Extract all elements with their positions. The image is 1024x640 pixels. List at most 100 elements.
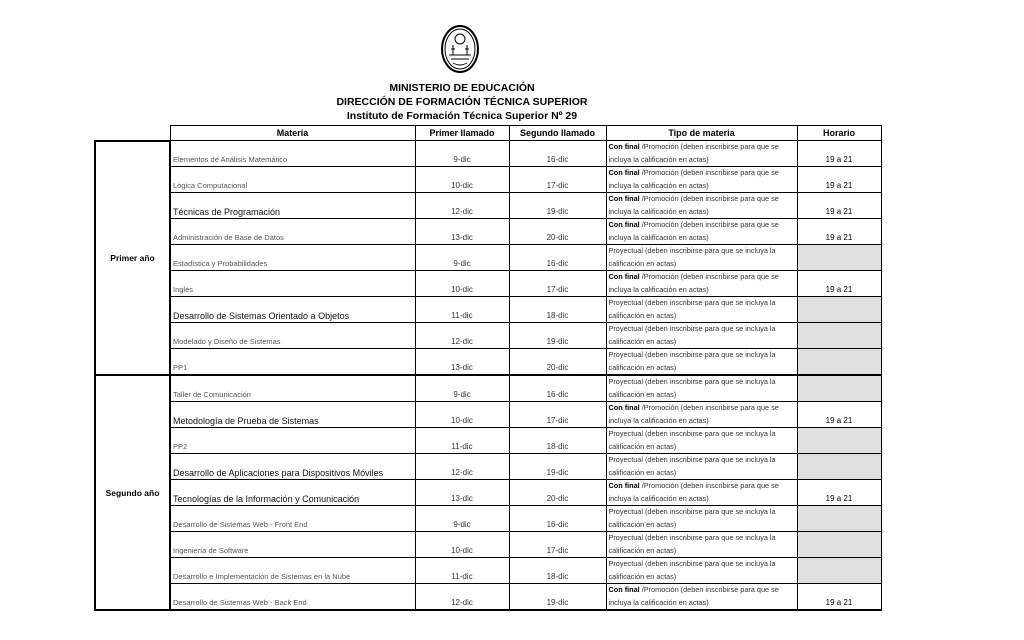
exam-schedule-table: Materia Primer llamado Segundo llamado T… xyxy=(94,125,882,611)
materia-cell: Técnicas de Programación xyxy=(169,192,415,219)
proyectual-text: Proyectual (deben inscribirse para que s… xyxy=(608,533,776,555)
proyectual-text: Proyectual (deben inscribirse para que s… xyxy=(608,246,776,268)
con-final-label: Con final xyxy=(608,142,640,151)
horario-cell: 19 a 21 xyxy=(796,140,882,167)
segundo-llamado-cell: 17-dic xyxy=(508,531,606,558)
primer-llamado-cell: 12-dic xyxy=(414,322,509,349)
tipo-materia-cell: Con final /Promoción (deben inscribirse … xyxy=(605,140,797,167)
tipo-materia-cell: Proyectual (deben inscribirse para que s… xyxy=(605,531,797,558)
column-header-materia: Materia xyxy=(169,125,416,141)
primer-llamado-cell: 9-dic xyxy=(414,140,509,167)
materia-cell: Elementos de Análisis Matemático xyxy=(169,140,415,167)
materia-cell: Ingeniería de Software xyxy=(169,531,415,558)
primer-llamado-cell: 12-dic xyxy=(414,192,509,219)
materia-cell: Estadística y Probabilidades xyxy=(169,244,415,271)
table-row: Metodología de Prueba de Sistemas 10-dic 1… xyxy=(95,401,882,428)
table-row: Desarrollo de Sistemas Web - Front End 9-… xyxy=(95,505,882,532)
table-row: Primer año Elementos de Análisis Matemáti… xyxy=(94,139,882,376)
table-row: Segundo año Taller de Comunicación 9-dic 16… xyxy=(94,374,882,611)
primer-llamado-cell: 13-dic xyxy=(414,218,509,245)
primer-llamado-cell: 12-dic xyxy=(414,453,509,480)
proyectual-text: Proyectual (deben inscribirse para que s… xyxy=(608,350,776,372)
segundo-llamado-cell: 16-dic xyxy=(508,375,606,402)
promocion-text: /Promoción (deben inscribirse para que s… xyxy=(608,142,779,164)
primer-llamado-cell: 9-dic xyxy=(414,244,509,271)
table-row: Ingeniería de Software 10-dic 17-dic Proyec… xyxy=(95,531,882,558)
segundo-llamado-cell: 17-dic xyxy=(508,270,606,297)
primer-llamado-cell: 10-dic xyxy=(414,531,509,558)
materia-cell: Desarrollo de Sistemas Orientado a Objet… xyxy=(169,296,415,323)
horario-cell: 19 a 21 xyxy=(796,192,882,219)
table-row: Tecnologías de la Información y Comunica… xyxy=(95,479,882,506)
table-row: Desarrollo de Sistemas Orientado a Objet… xyxy=(95,296,882,323)
con-final-label: Con final xyxy=(608,403,640,412)
table-row: Desarrollo e Implementación de Sistemas … xyxy=(95,557,882,584)
segundo-llamado-cell: 19-dic xyxy=(508,453,606,480)
horario-cell: 19 a 21 xyxy=(796,583,882,611)
segundo-llamado-cell: 18-dic xyxy=(508,557,606,584)
horario-cell xyxy=(796,244,882,271)
tipo-materia-cell: Con final /Promoción (deben inscribirse … xyxy=(605,479,797,506)
tipo-materia-cell: Proyectual (deben inscribirse para que s… xyxy=(605,427,797,454)
primer-llamado-cell: 10-dic xyxy=(414,270,509,297)
column-header-tipo: Tipo de materia xyxy=(605,125,798,141)
table-row: PP2 11-dic 18-dic Proyectual (deben inscrib… xyxy=(95,427,882,454)
promocion-text: /Promoción (deben inscribirse para que s… xyxy=(608,403,779,425)
con-final-label: Con final xyxy=(608,220,640,229)
materia-cell: Desarrollo de Aplicaciones para Disposit… xyxy=(169,453,415,480)
proyectual-text: Proyectual (deben inscribirse para que s… xyxy=(608,429,776,451)
tipo-materia-cell: Con final /Promoción (deben inscribirse … xyxy=(605,192,797,219)
horario-cell xyxy=(796,322,882,349)
proyectual-text: Proyectual (deben inscribirse para que s… xyxy=(608,507,776,529)
column-header-primer-llamado: Primer llamado xyxy=(414,125,510,141)
materia-cell: Inglés xyxy=(169,270,415,297)
tipo-materia-cell: Proyectual (deben inscribirse para que s… xyxy=(605,557,797,584)
materia-cell: Metodología de Prueba de Sistemas xyxy=(169,401,415,428)
segundo-llamado-cell: 20-dic xyxy=(508,348,606,376)
promocion-text: /Promoción (deben inscribirse para que s… xyxy=(608,220,779,242)
primer-llamado-cell: 10-dic xyxy=(414,401,509,428)
promocion-text: /Promoción (deben inscribirse para que s… xyxy=(608,194,779,216)
con-final-label: Con final xyxy=(608,481,640,490)
ministry-title: MINISTERIO DE EDUCACIÓN xyxy=(389,82,535,94)
primer-llamado-cell: 13-dic xyxy=(414,348,509,376)
promocion-text: /Promoción (deben inscribirse para que s… xyxy=(608,481,779,503)
horario-cell: 19 a 21 xyxy=(796,270,882,297)
tipo-materia-cell: Proyectual (deben inscribirse para que s… xyxy=(605,244,797,271)
primer-llamado-cell: 11-dic xyxy=(414,296,509,323)
segundo-llamado-cell: 19-dic xyxy=(508,192,606,219)
column-header-segundo-llamado: Segundo llamado xyxy=(508,125,607,141)
materia-cell: Desarrollo de Sistemas Web - Front End xyxy=(169,505,415,532)
materia-cell: PP2 xyxy=(169,427,415,454)
proyectual-text: Proyectual (deben inscribirse para que s… xyxy=(608,455,776,477)
tipo-materia-cell: Proyectual (deben inscribirse para que s… xyxy=(605,348,797,376)
table-row: Modelado y Diseño de Sistemas 12-dic 19-di… xyxy=(95,322,882,349)
con-final-label: Con final xyxy=(608,168,640,177)
column-header-horario: Horario xyxy=(796,125,882,141)
primer-llamado-cell: 9-dic xyxy=(414,375,509,402)
tipo-materia-cell: Con final /Promoción (deben inscribirse … xyxy=(605,166,797,193)
proyectual-text: Proyectual (deben inscribirse para que s… xyxy=(608,298,776,320)
horario-cell: 19 a 21 xyxy=(796,166,882,193)
segundo-llamado-cell: 20-dic xyxy=(508,218,606,245)
segundo-llamado-cell: 16-dic xyxy=(508,140,606,167)
horario-cell xyxy=(796,531,882,558)
primer-llamado-cell: 11-dic xyxy=(414,557,509,584)
segundo-llamado-cell: 19-dic xyxy=(508,583,606,611)
year-label: Segundo año xyxy=(94,374,171,611)
promocion-text: /Promoción (deben inscribirse para que s… xyxy=(608,272,779,294)
horario-cell xyxy=(796,348,882,376)
table-row: Administración de Base de Datos 13-dic 20-… xyxy=(95,218,882,245)
tipo-materia-cell: Proyectual (deben inscribirse para que s… xyxy=(605,375,797,402)
materia-cell: Modelado y Diseño de Sistemas xyxy=(169,322,415,349)
primer-llamado-cell: 11-dic xyxy=(414,427,509,454)
tipo-materia-cell: Proyectual (deben inscribirse para que s… xyxy=(605,322,797,349)
tipo-materia-cell: Con final /Promoción (deben inscribirse … xyxy=(605,218,797,245)
tipo-materia-cell: Proyectual (deben inscribirse para que s… xyxy=(605,296,797,323)
institute-title: Instituto de Formación Técnica Superior … xyxy=(346,110,578,122)
table-header-row: Materia Primer llamado Segundo llamado T… xyxy=(95,125,882,141)
horario-cell: 19 a 21 xyxy=(796,401,882,428)
year-label: Primer año xyxy=(94,139,171,376)
direction-title: DIRECCIÓN DE FORMACIÓN TÉCNICA SUPERIOR xyxy=(336,96,588,108)
segundo-llamado-cell: 18-dic xyxy=(508,427,606,454)
